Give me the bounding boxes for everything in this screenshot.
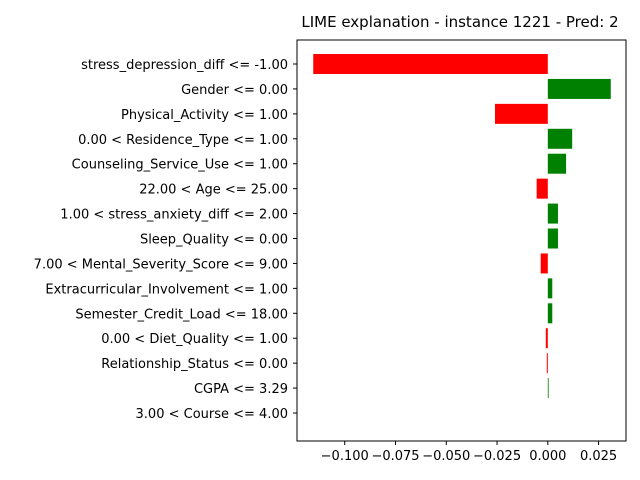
bar-11 bbox=[545, 328, 548, 349]
y-tick-label: Gender <= 0.00 bbox=[181, 83, 288, 98]
bar-9 bbox=[547, 278, 553, 299]
y-tick-label: 1.00 < stress_anxiety_diff <= 2.00 bbox=[60, 208, 288, 223]
x-tick-label: 0.025 bbox=[580, 449, 617, 464]
bar-4 bbox=[547, 153, 567, 174]
bar-1 bbox=[547, 78, 611, 99]
y-tick-label: 3.00 < Course <= 4.00 bbox=[136, 407, 288, 422]
x-tick-label: −0.075 bbox=[371, 449, 419, 464]
y-tick-label: Extracurricular_Involvement <= 1.00 bbox=[45, 282, 288, 297]
y-tick-label: Relationship_Status <= 0.00 bbox=[101, 357, 288, 372]
y-tick-labels: stress_depression_diff <= -1.00 Gender <=… bbox=[34, 58, 297, 422]
x-tick-label: 0.000 bbox=[529, 449, 566, 464]
bar-10 bbox=[547, 303, 553, 324]
bar-7 bbox=[547, 228, 558, 249]
bar-0 bbox=[313, 54, 548, 74]
x-tick-label: −0.050 bbox=[422, 449, 470, 464]
y-tick-label: 0.00 < Residence_Type <= 1.00 bbox=[78, 133, 288, 148]
y-tick-label: 22.00 < Age <= 25.00 bbox=[139, 183, 288, 198]
bar-5 bbox=[536, 178, 548, 199]
bar-6 bbox=[547, 203, 558, 224]
y-tick-label: Semester_Credit_Load <= 18.00 bbox=[75, 307, 288, 322]
plot-frame bbox=[296, 39, 627, 442]
bar-3 bbox=[547, 128, 573, 149]
y-tick-label: Sleep_Quality <= 0.00 bbox=[140, 233, 288, 248]
y-tick-label: stress_depression_diff <= -1.00 bbox=[81, 58, 288, 73]
x-tick-label: −0.100 bbox=[321, 449, 369, 464]
x-ticks: −0.100 −0.075 −0.050 −0.025 0.000 0.025 bbox=[321, 441, 617, 464]
bars-group bbox=[313, 54, 611, 424]
y-tick-label: Counseling_Service_Use <= 1.00 bbox=[72, 158, 288, 173]
chart-title: LIME explanation - instance 1221 - Pred:… bbox=[301, 13, 618, 31]
bar-8 bbox=[540, 253, 548, 274]
y-tick-label: 0.00 < Diet_Quality <= 1.00 bbox=[101, 332, 288, 347]
y-tick-label: 7.00 < Mental_Severity_Score <= 9.00 bbox=[34, 257, 288, 272]
bar-2 bbox=[495, 103, 548, 124]
y-tick-label: CGPA <= 3.29 bbox=[194, 382, 288, 397]
bar-13 bbox=[547, 378, 549, 399]
x-tick-label: −0.025 bbox=[473, 449, 521, 464]
bar-12 bbox=[546, 353, 548, 374]
y-tick-label: Physical_Activity <= 1.00 bbox=[121, 108, 288, 123]
